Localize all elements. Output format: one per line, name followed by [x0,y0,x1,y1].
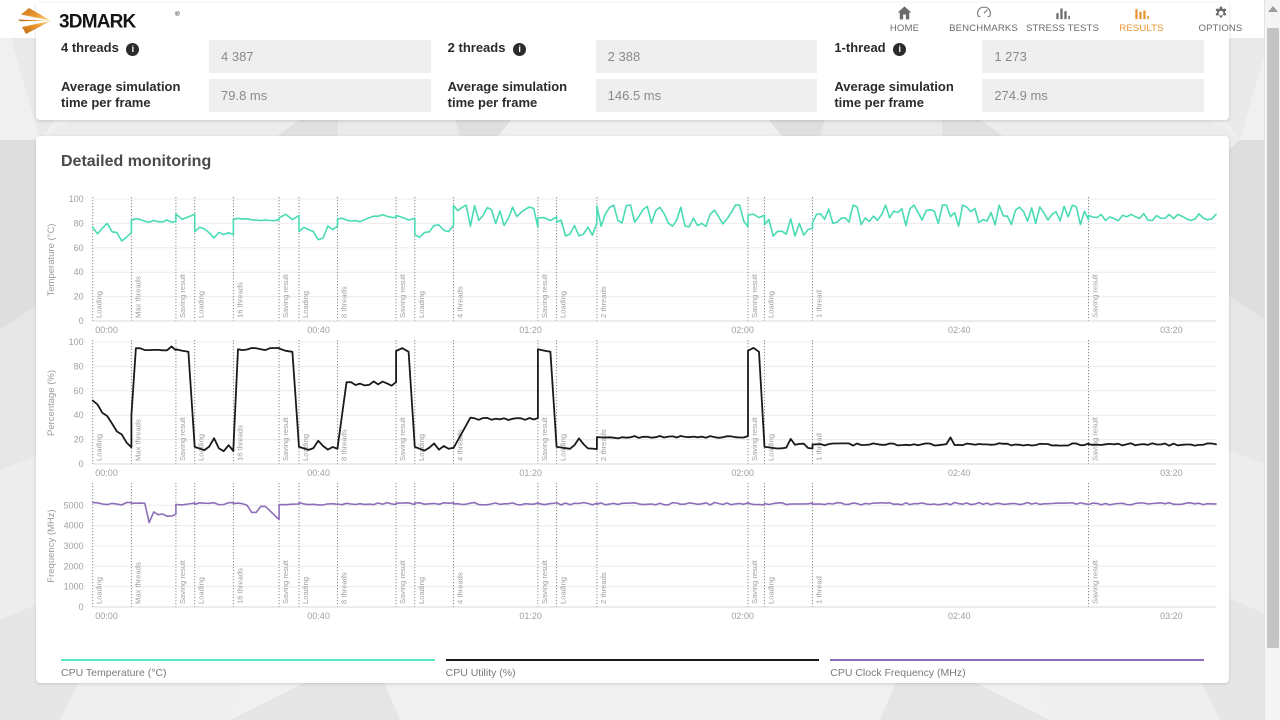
svg-text:Loading: Loading [197,577,206,604]
svg-text:02:40: 02:40 [948,611,971,620]
svg-text:Saving result: Saving result [398,559,407,604]
svg-text:2 threads: 2 threads [599,572,608,604]
svg-text:Saving result: Saving result [178,416,187,461]
svg-text:03:20: 03:20 [1160,611,1183,620]
svg-text:80: 80 [74,218,84,228]
svg-text:5000: 5000 [64,500,84,510]
svg-text:4 threads: 4 threads [456,572,465,604]
svg-text:16 threads: 16 threads [235,568,244,604]
svg-text:03:20: 03:20 [1160,325,1183,334]
svg-text:00:40: 00:40 [307,325,330,334]
svg-text:®: ® [175,10,180,18]
svg-text:Loading: Loading [95,291,104,318]
svg-text:02:00: 02:00 [731,468,754,477]
svg-text:Max threads: Max threads [133,419,142,461]
svg-text:4000: 4000 [64,521,84,531]
svg-text:Saving result: Saving result [540,416,549,461]
svg-text:100: 100 [69,337,84,347]
svg-text:2 threads: 2 threads [599,286,608,318]
svg-text:03:20: 03:20 [1160,468,1183,477]
svg-text:Loading: Loading [417,577,426,604]
svg-text:3000: 3000 [64,541,84,551]
svg-text:Saving result: Saving result [281,559,290,604]
svg-text:4 threads: 4 threads [456,429,465,461]
svg-text:01:20: 01:20 [519,468,542,477]
svg-text:3DMARK: 3DMARK [59,12,137,33]
svg-text:40: 40 [74,410,84,420]
svg-text:Loading: Loading [95,434,104,461]
svg-text:Loading: Loading [559,291,568,318]
svg-text:40: 40 [74,267,84,277]
svg-text:Saving result: Saving result [398,273,407,318]
svg-text:0: 0 [79,316,84,326]
svg-text:00:00: 00:00 [95,325,118,334]
svg-text:60: 60 [74,243,84,253]
svg-text:Loading: Loading [95,577,104,604]
svg-text:Temperature (°C): Temperature (°C) [46,224,57,297]
svg-text:1 thread: 1 thread [815,433,824,461]
svg-text:Saving result: Saving result [750,559,759,604]
svg-text:02:00: 02:00 [731,325,754,334]
svg-text:Saving result: Saving result [750,273,759,318]
svg-text:16 threads: 16 threads [235,425,244,461]
svg-text:02:40: 02:40 [948,468,971,477]
svg-text:Loading: Loading [301,577,310,604]
svg-text:1000: 1000 [64,582,84,592]
svg-text:2 threads: 2 threads [599,429,608,461]
svg-text:Frequency (MHz): Frequency (MHz) [46,509,57,582]
svg-text:8 threads: 8 threads [340,429,349,461]
svg-text:Loading: Loading [417,291,426,318]
svg-text:8 threads: 8 threads [340,572,349,604]
svg-text:02:40: 02:40 [948,325,971,334]
svg-text:Saving result: Saving result [178,559,187,604]
svg-text:Saving result: Saving result [540,559,549,604]
svg-text:00:40: 00:40 [307,468,330,477]
svg-text:Loading: Loading [559,577,568,604]
svg-text:02:00: 02:00 [731,611,754,620]
svg-text:20: 20 [74,292,84,302]
svg-text:60: 60 [74,386,84,396]
svg-text:1 thread: 1 thread [815,290,824,318]
svg-text:Saving result: Saving result [281,416,290,461]
svg-text:16 threads: 16 threads [235,282,244,318]
svg-text:Saving result: Saving result [1091,416,1100,461]
svg-text:00:00: 00:00 [95,468,118,477]
svg-text:2000: 2000 [64,561,84,571]
svg-text:80: 80 [74,361,84,371]
svg-text:20: 20 [74,435,84,445]
svg-text:Loading: Loading [301,291,310,318]
svg-text:100: 100 [69,194,84,204]
svg-text:Loading: Loading [197,291,206,318]
svg-text:Saving result: Saving result [281,273,290,318]
svg-text:Saving result: Saving result [750,416,759,461]
svg-text:Saving result: Saving result [540,273,549,318]
svg-text:Max threads: Max threads [133,276,142,318]
svg-text:1 thread: 1 thread [815,576,824,604]
svg-text:Loading: Loading [767,577,776,604]
svg-text:0: 0 [79,459,84,469]
svg-text:Percentage (%): Percentage (%) [46,370,57,436]
svg-text:01:20: 01:20 [519,325,542,334]
svg-text:00:00: 00:00 [95,611,118,620]
svg-text:Saving result: Saving result [398,416,407,461]
svg-text:Saving result: Saving result [1091,273,1100,318]
svg-text:8 threads: 8 threads [340,286,349,318]
svg-text:Saving result: Saving result [178,273,187,318]
svg-text:00:40: 00:40 [307,611,330,620]
svg-text:01:20: 01:20 [519,611,542,620]
svg-text:Loading: Loading [767,291,776,318]
svg-text:Saving result: Saving result [1091,559,1100,604]
svg-text:0: 0 [79,602,84,612]
svg-text:Max threads: Max threads [133,562,142,604]
svg-text:4 threads: 4 threads [456,286,465,318]
